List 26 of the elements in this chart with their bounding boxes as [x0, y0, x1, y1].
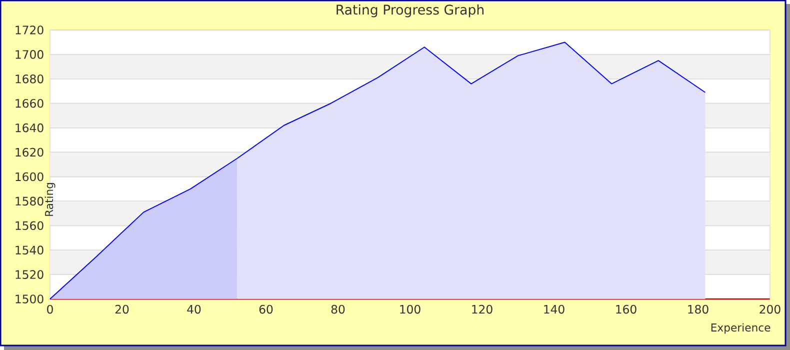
x-tick-label: 40: [187, 304, 201, 314]
y-tick-label: 1700: [16, 50, 44, 59]
x-tick-label: 100: [400, 304, 420, 314]
y-tick-label: 1640: [16, 123, 44, 132]
y-tick-label: 1660: [16, 98, 44, 108]
x-tick-label: 180: [688, 304, 708, 314]
x-tick-label: 200: [760, 304, 780, 314]
x-tick-label: 20: [115, 304, 129, 314]
y-tick-label: 1580: [16, 196, 44, 206]
x-tick-label: 120: [472, 304, 492, 314]
y-axis-title: Rating: [44, 183, 56, 216]
x-tick-label: 160: [616, 304, 636, 314]
y-tick-label: 1540: [16, 246, 44, 254]
x-tick-label: 60: [259, 304, 273, 314]
y-tick-label: 1560: [16, 221, 44, 230]
y-tick-label: 1520: [16, 270, 44, 279]
y-tick-label: 1600: [16, 172, 44, 182]
y-tick-label: 1720: [16, 26, 44, 34]
x-axis-title: Experience: [711, 323, 770, 334]
y-tick-label: 1680: [16, 74, 44, 84]
y-tick-label: 1500: [16, 294, 44, 304]
x-tick-label: 80: [331, 304, 345, 314]
x-tick-label: 140: [544, 304, 564, 314]
chart-title: Rating Progress Graph: [336, 4, 484, 18]
y-tick-label: 1620: [16, 148, 44, 157]
x-tick-label: 0: [47, 304, 53, 314]
